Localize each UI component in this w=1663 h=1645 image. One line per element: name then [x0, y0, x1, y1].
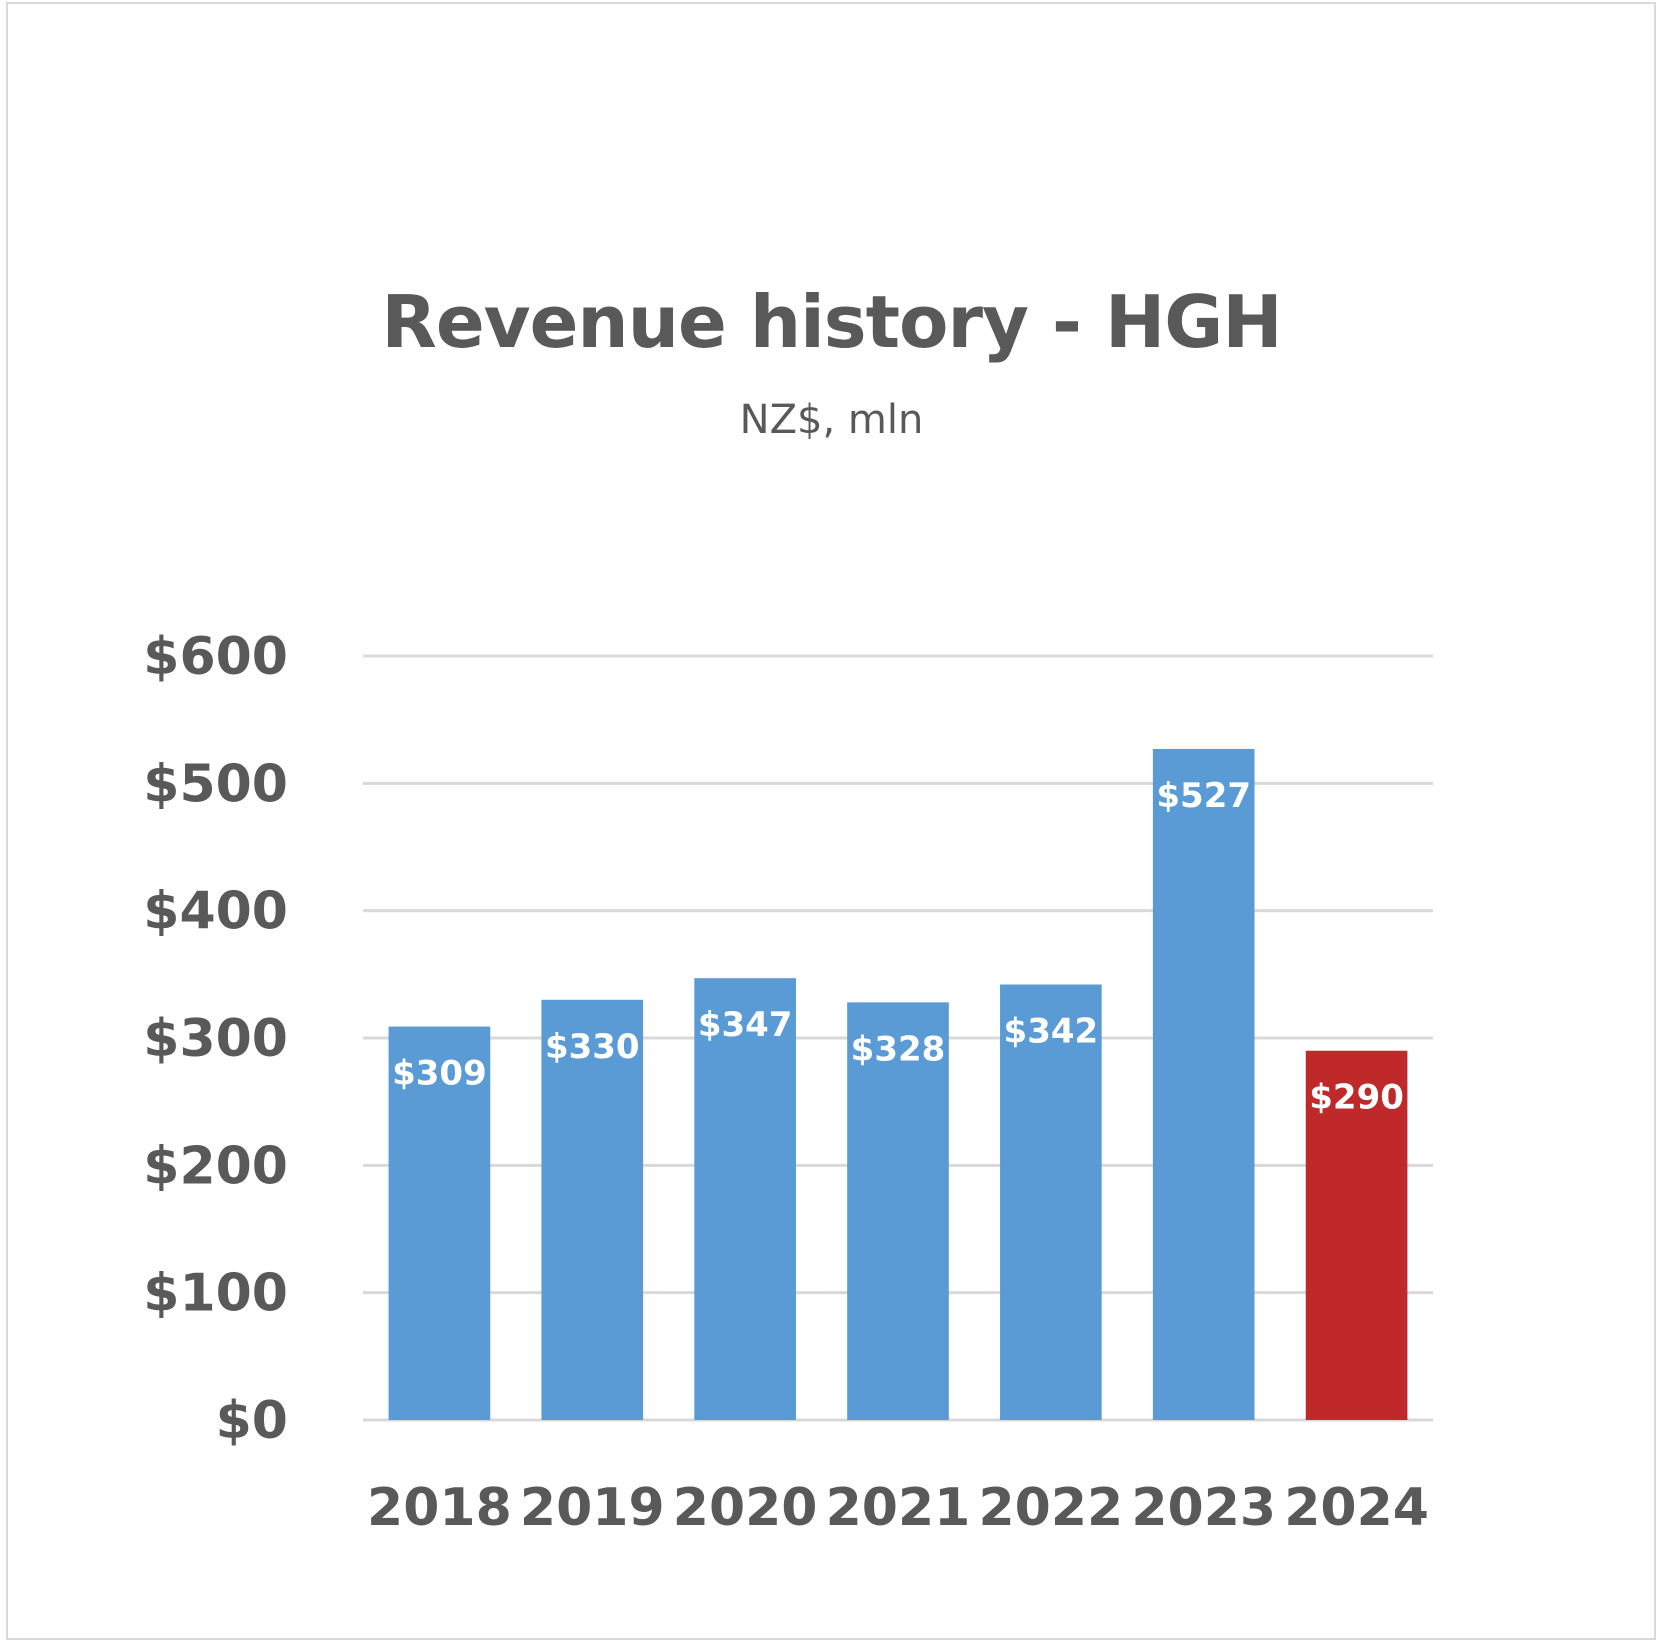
x-axis-tick-labels: 2018 2019 2020 2021 2022 2023 2024: [367, 1478, 1429, 1538]
data-label-2023: $527: [1156, 776, 1251, 816]
x-tick-label: 2020: [673, 1478, 818, 1538]
x-tick-label: 2018: [367, 1478, 512, 1538]
x-tick-label: 2019: [520, 1478, 665, 1538]
y-tick-label: $100: [143, 1264, 288, 1324]
x-tick-label: 2022: [978, 1478, 1123, 1538]
data-label-2020: $347: [698, 1005, 793, 1045]
x-tick-label: 2024: [1284, 1478, 1429, 1538]
y-tick-label: $400: [143, 882, 288, 942]
bars: [388, 748, 1408, 1420]
data-label-2019: $330: [545, 1027, 640, 1067]
bar-2022: [1000, 984, 1102, 1420]
data-label-2018: $309: [392, 1054, 487, 1094]
y-axis-tick-labels: $0 $100 $200 $300 $400 $500 $600: [143, 627, 288, 1451]
x-tick-label: 2023: [1131, 1478, 1276, 1538]
data-label-2021: $328: [851, 1029, 946, 1069]
data-labels: $309 $330 $347 $328 $342 $527 $290: [392, 776, 1404, 1118]
chart-title: Revenue history - HGH: [381, 280, 1282, 364]
data-label-2022: $342: [1004, 1012, 1099, 1052]
bar-2024: [1305, 1050, 1408, 1420]
bar-2023: [1152, 748, 1255, 1420]
bar-2019: [541, 999, 644, 1420]
bar-2020: [694, 978, 796, 1420]
y-tick-label: $200: [143, 1136, 288, 1196]
y-tick-label: $500: [143, 754, 288, 814]
data-label-2024: $290: [1309, 1078, 1404, 1118]
x-tick-label: 2021: [826, 1478, 971, 1538]
y-tick-label: $300: [143, 1009, 288, 1069]
bar-2021: [847, 1002, 949, 1420]
y-tick-label: $600: [143, 627, 288, 687]
bar-2018: [388, 1026, 491, 1420]
y-tick-label: $0: [216, 1391, 288, 1451]
chart-subtitle: NZ$, mln: [739, 397, 924, 443]
